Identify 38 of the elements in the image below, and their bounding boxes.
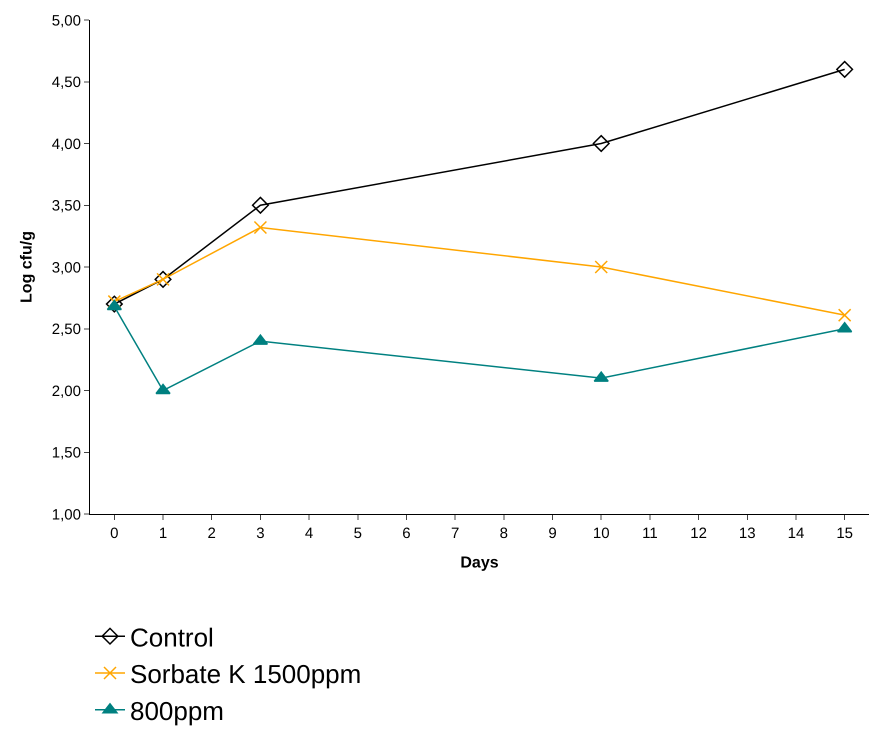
y-axis-title: Log cfu/g [18,231,36,303]
point [594,260,608,274]
x-tick-label: 9 [548,525,557,542]
y-tick-label: 5,00 [52,12,81,30]
point [838,308,852,322]
x-tick-label: 10 [592,525,610,542]
y-tick-label: 2,00 [52,382,81,400]
legend-label: 800ppm [130,696,224,726]
x-tick-label: 15 [836,525,854,542]
x-tick-label: 14 [788,525,804,542]
x-tick-label: 6 [402,525,411,542]
point [252,196,269,214]
point [106,296,123,313]
y-tick-label: 2,50 [52,321,81,338]
x-tick-label: 4 [304,525,314,542]
x-tick-label: 8 [500,525,508,542]
point [592,134,610,152]
x-tick-label: 13 [738,525,756,542]
y-tick-label: 1,50 [52,444,81,462]
y-tick-label: 4,50 [52,74,81,91]
x-tick-label: 7 [450,525,460,542]
x-tick-label: 0 [110,525,119,542]
legend-label: Control [130,622,214,652]
y-tick-label: 1,00 [52,506,81,524]
point [836,60,854,78]
point [594,371,609,382]
point [254,220,268,234]
x-tick-label: 3 [256,525,265,542]
x-tick-label: 12 [690,525,707,542]
x-tick-label: 11 [642,525,658,542]
y-tick-label: 4,00 [52,136,81,153]
x-tick-label: 1 [158,525,168,542]
x-tick-label: 5 [354,525,362,542]
y-tick-label: 3,00 [52,259,81,276]
x-tick-label: 2 [208,525,216,542]
x-axis-title: Days [460,554,499,572]
y-tick-label: 3,50 [52,198,81,214]
legend-label: Sorbate K 1500ppm [130,659,362,690]
